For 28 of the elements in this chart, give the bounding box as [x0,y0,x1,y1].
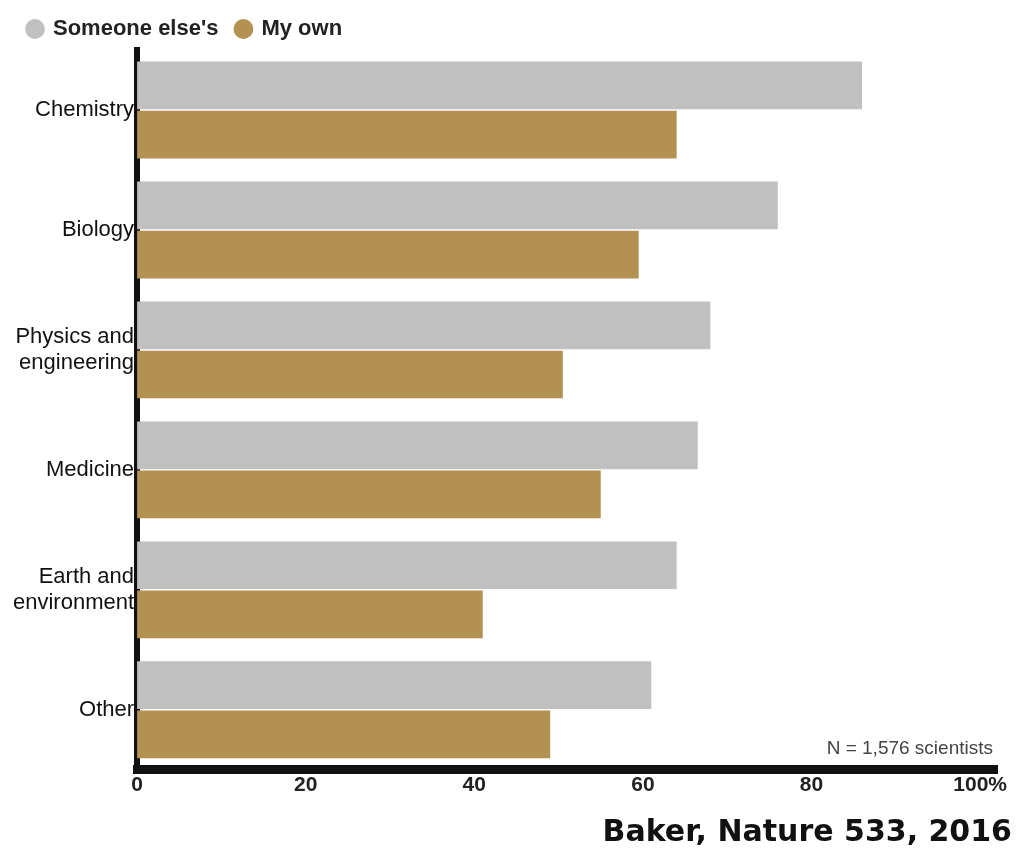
annotation: N = 1,576 scientists [826,736,993,758]
bar [137,230,639,279]
bar [137,110,677,159]
bar [137,350,563,399]
bar [137,61,863,110]
bar [137,301,711,350]
y-tick-label: Physics and engineering [15,322,135,375]
y-tick-label: Medicine [46,455,135,481]
text: Baker, Nature 533, 2016 [602,812,1012,848]
y-tick-label: Other [79,695,135,721]
x-tick-label: 40 [462,772,486,796]
legend-label: Someone else's [53,15,219,41]
bar [137,181,778,230]
legend-label: My own [261,15,343,41]
x-tick-label: 0 [131,772,143,796]
x-tick-label: 80 [799,772,824,796]
bar [137,470,601,519]
y-tick-label: Earth and environment [12,562,135,615]
bar [137,661,652,710]
bar [137,421,698,470]
x-tick-label: 20 [294,772,318,796]
bar [137,590,483,639]
bar [137,710,551,759]
x-tick-label: 60 [631,772,655,796]
x-tick-label: 100% [953,772,1008,796]
y-tick-label: Biology [61,216,135,242]
bar [137,541,677,590]
y-tick-label: Chemistry [35,96,135,122]
